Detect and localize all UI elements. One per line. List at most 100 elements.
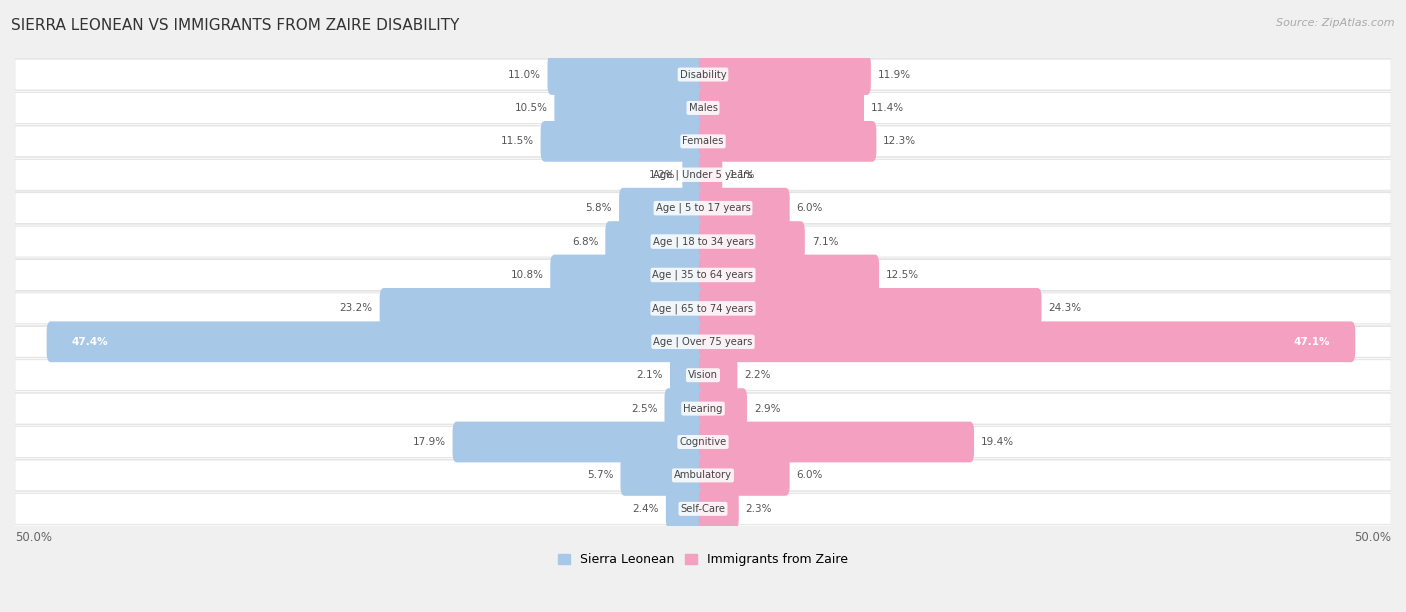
FancyBboxPatch shape [699,121,876,162]
FancyBboxPatch shape [547,54,707,95]
Text: 11.4%: 11.4% [870,103,904,113]
Bar [15,125,1391,158]
Text: 50.0%: 50.0% [1354,531,1391,543]
FancyBboxPatch shape [15,159,1391,190]
Bar [15,58,1391,91]
FancyBboxPatch shape [15,326,1391,357]
Text: 19.4%: 19.4% [981,437,1014,447]
FancyBboxPatch shape [15,427,1391,457]
Text: 23.2%: 23.2% [340,304,373,313]
FancyBboxPatch shape [699,355,737,395]
Bar [15,158,1391,192]
Text: 47.1%: 47.1% [1294,337,1330,347]
FancyBboxPatch shape [699,255,879,296]
FancyBboxPatch shape [620,455,707,496]
FancyBboxPatch shape [699,422,974,463]
Bar [15,425,1391,459]
Text: Vision: Vision [688,370,718,380]
Text: Disability: Disability [679,70,727,80]
FancyBboxPatch shape [15,460,1391,491]
FancyBboxPatch shape [682,154,707,195]
Bar [15,325,1391,359]
Text: 1.2%: 1.2% [650,170,675,180]
Text: Age | 5 to 17 years: Age | 5 to 17 years [655,203,751,214]
Text: 2.2%: 2.2% [744,370,770,380]
Text: 2.1%: 2.1% [637,370,664,380]
Text: 12.3%: 12.3% [883,136,917,146]
Bar [15,192,1391,225]
FancyBboxPatch shape [699,188,790,228]
FancyBboxPatch shape [550,255,707,296]
Text: 6.8%: 6.8% [572,237,599,247]
FancyBboxPatch shape [541,121,707,162]
FancyBboxPatch shape [699,321,1355,362]
Text: Age | 65 to 74 years: Age | 65 to 74 years [652,303,754,313]
FancyBboxPatch shape [699,221,804,262]
Text: 2.5%: 2.5% [631,403,658,414]
Bar [15,91,1391,125]
Text: Males: Males [689,103,717,113]
Text: 50.0%: 50.0% [15,531,52,543]
FancyBboxPatch shape [15,92,1391,124]
Text: Age | 18 to 34 years: Age | 18 to 34 years [652,236,754,247]
FancyBboxPatch shape [15,493,1391,524]
Text: 2.9%: 2.9% [754,403,780,414]
Text: Source: ZipAtlas.com: Source: ZipAtlas.com [1277,18,1395,28]
Bar [15,258,1391,292]
FancyBboxPatch shape [699,288,1042,329]
Text: Age | Over 75 years: Age | Over 75 years [654,337,752,347]
Bar [15,359,1391,392]
Text: 11.0%: 11.0% [508,70,541,80]
FancyBboxPatch shape [619,188,707,228]
FancyBboxPatch shape [699,88,865,129]
Text: Cognitive: Cognitive [679,437,727,447]
FancyBboxPatch shape [15,226,1391,257]
Text: 6.0%: 6.0% [797,203,823,213]
Text: 11.9%: 11.9% [877,70,911,80]
FancyBboxPatch shape [15,259,1391,291]
FancyBboxPatch shape [15,59,1391,90]
FancyBboxPatch shape [15,393,1391,424]
Text: 10.8%: 10.8% [510,270,543,280]
Text: 24.3%: 24.3% [1049,304,1081,313]
FancyBboxPatch shape [15,293,1391,324]
FancyBboxPatch shape [671,355,707,395]
FancyBboxPatch shape [699,154,723,195]
FancyBboxPatch shape [380,288,707,329]
Bar [15,492,1391,526]
FancyBboxPatch shape [666,488,707,529]
Text: 10.5%: 10.5% [515,103,547,113]
Text: Ambulatory: Ambulatory [673,471,733,480]
Text: 6.0%: 6.0% [797,471,823,480]
FancyBboxPatch shape [46,321,707,362]
Bar [15,292,1391,325]
Legend: Sierra Leonean, Immigrants from Zaire: Sierra Leonean, Immigrants from Zaire [558,553,848,566]
FancyBboxPatch shape [15,126,1391,157]
FancyBboxPatch shape [15,193,1391,223]
Bar [15,459,1391,492]
Text: 17.9%: 17.9% [412,437,446,447]
Text: 1.1%: 1.1% [730,170,755,180]
FancyBboxPatch shape [665,388,707,429]
FancyBboxPatch shape [699,488,738,529]
FancyBboxPatch shape [699,54,870,95]
FancyBboxPatch shape [15,360,1391,390]
Text: Age | Under 5 years: Age | Under 5 years [654,170,752,180]
FancyBboxPatch shape [554,88,707,129]
FancyBboxPatch shape [699,388,747,429]
Text: SIERRA LEONEAN VS IMMIGRANTS FROM ZAIRE DISABILITY: SIERRA LEONEAN VS IMMIGRANTS FROM ZAIRE … [11,18,460,34]
Text: 2.4%: 2.4% [633,504,659,514]
Bar [15,225,1391,258]
Text: 5.7%: 5.7% [588,471,613,480]
Text: Self-Care: Self-Care [681,504,725,514]
Text: 2.3%: 2.3% [745,504,772,514]
Text: Females: Females [682,136,724,146]
Text: 11.5%: 11.5% [501,136,534,146]
FancyBboxPatch shape [699,455,790,496]
Text: 7.1%: 7.1% [811,237,838,247]
Bar [15,392,1391,425]
FancyBboxPatch shape [453,422,707,463]
Text: 47.4%: 47.4% [72,337,108,347]
Text: Hearing: Hearing [683,403,723,414]
Text: Age | 35 to 64 years: Age | 35 to 64 years [652,270,754,280]
